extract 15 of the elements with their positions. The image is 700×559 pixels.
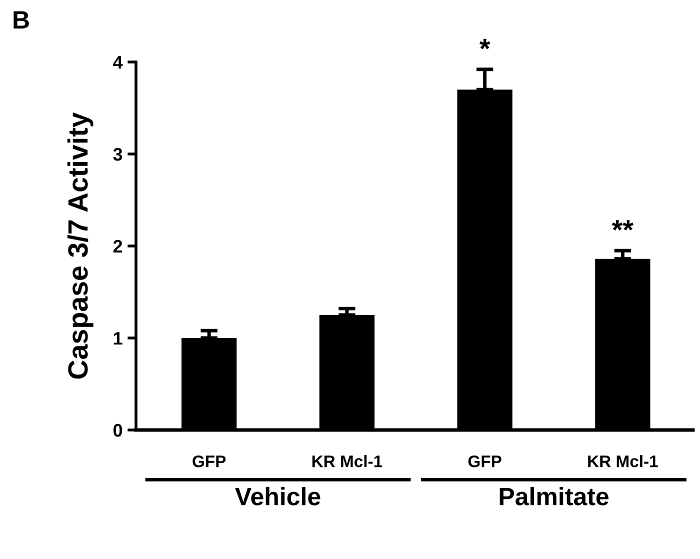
x-tick-label: GFP [192,455,226,468]
text: Vehicle [235,487,320,506]
x-tick-label: GFP [468,455,502,468]
text: Palmitate [500,487,608,506]
y-tick-label: 3 [113,148,122,161]
x-tick-label: KR Mcl-1 [312,455,382,468]
data-label: ** [612,220,634,231]
text: B [14,11,29,28]
y-tick-label: 2 [113,240,122,253]
y-axis-title: Caspase 3/7 Activity [67,112,94,379]
x-tick-label: KR Mcl-1 [588,455,658,468]
y-tick-label: 4 [113,56,123,69]
data-label: * [479,38,490,50]
y-tick-label: 1 [114,332,122,345]
y-tick-label: 0 [113,424,122,437]
